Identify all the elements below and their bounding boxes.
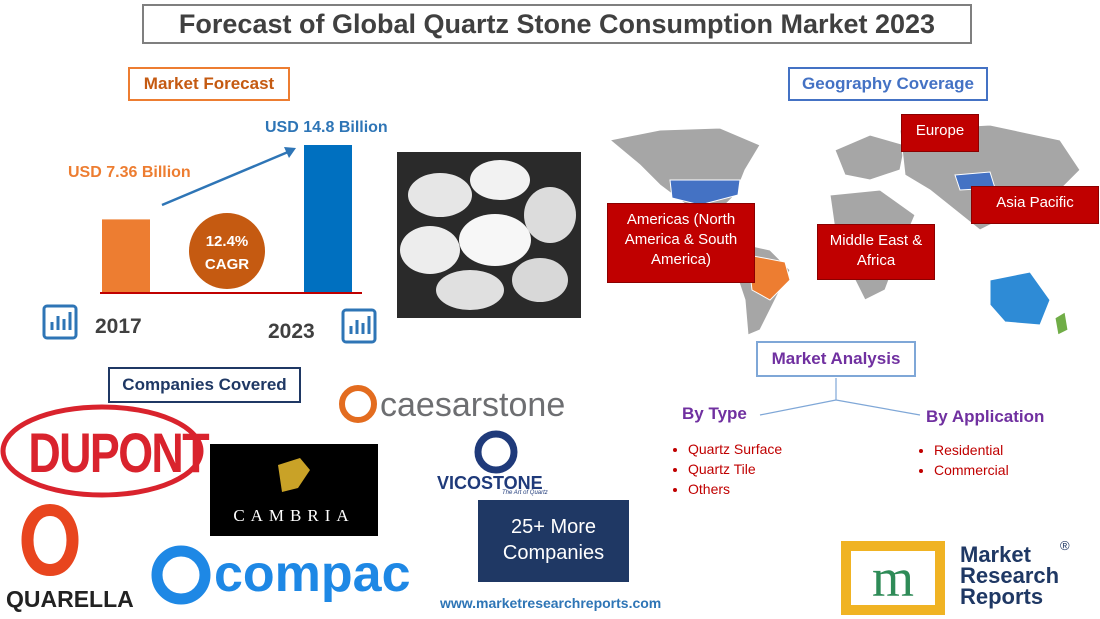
application-heading: By Application xyxy=(926,407,1045,426)
quarella-mark xyxy=(21,503,79,577)
geography-heading: Geography Coverage xyxy=(788,67,988,101)
logo-quarella: QUARELLA xyxy=(6,586,134,612)
type-list: Quartz Surface Quartz Tile Others xyxy=(668,439,782,499)
bar xyxy=(304,145,352,293)
brand-mark: ® xyxy=(1060,538,1070,553)
application-list: Residential Commercial xyxy=(914,440,1009,480)
brand-line: Reports xyxy=(960,584,1044,609)
year-label: 2023 xyxy=(268,320,315,343)
bar xyxy=(102,219,150,293)
cagr-circle xyxy=(189,213,265,289)
cagr-caption: CAGR xyxy=(204,256,250,273)
brand-m: m xyxy=(872,548,914,608)
list-item: Quartz Tile xyxy=(688,459,782,479)
logo-caesarstone: caesarstone xyxy=(380,386,566,424)
brand-inner xyxy=(851,551,935,605)
region-label: Europe xyxy=(901,114,979,152)
year-label: 2017 xyxy=(95,315,142,338)
more-companies: 25+ More Companies xyxy=(502,516,605,564)
vicostone-mark xyxy=(474,430,518,474)
website: www.marketresearchreports.com xyxy=(440,595,662,611)
logo-dupont: DUPONT xyxy=(28,421,209,484)
type-heading: By Type xyxy=(682,404,747,423)
analysis-connector xyxy=(759,378,921,416)
quartz-photo xyxy=(397,152,581,318)
analysis-heading: Market Analysis xyxy=(756,341,916,377)
list-item: Others xyxy=(688,479,782,499)
cagr-value: 12.4% xyxy=(205,233,249,250)
arrow-head xyxy=(284,147,296,158)
region-label: Middle East & Africa xyxy=(817,224,935,280)
logo-compac: compac xyxy=(214,545,411,603)
value-label: USD 7.36 Billion xyxy=(68,164,191,181)
title: Forecast of Global Quartz Stone Consumpt… xyxy=(142,4,972,44)
caesarstone-mark xyxy=(339,385,377,423)
brand-line: Research xyxy=(960,563,1060,588)
more-box xyxy=(478,500,629,582)
brand-line: Market xyxy=(960,542,1031,567)
chart-icon xyxy=(42,304,377,344)
region-label: Americas (North America & South America) xyxy=(607,203,755,283)
value-label: USD 14.8 Billion xyxy=(265,119,388,136)
list-item: Residential xyxy=(934,440,1009,460)
cambria-emblem xyxy=(278,458,310,492)
growth-arrow xyxy=(161,150,289,207)
list-item: Commercial xyxy=(934,460,1009,480)
dupont-oval xyxy=(0,404,204,498)
compac-mark xyxy=(151,545,211,605)
logo-vicostone: VICOSTONE xyxy=(437,473,543,493)
companies-heading: Companies Covered xyxy=(108,367,301,403)
region-label: Asia Pacific xyxy=(971,186,1099,224)
forecast-heading: Market Forecast xyxy=(128,67,290,101)
logo-cambria: CAMBRIA xyxy=(233,506,355,525)
brand-text: Market Research Reports xyxy=(960,542,1060,609)
list-item: Quartz Surface xyxy=(688,439,782,459)
logo-tagline: The Art of Quartz xyxy=(502,490,548,496)
cambria-bg xyxy=(210,444,378,536)
